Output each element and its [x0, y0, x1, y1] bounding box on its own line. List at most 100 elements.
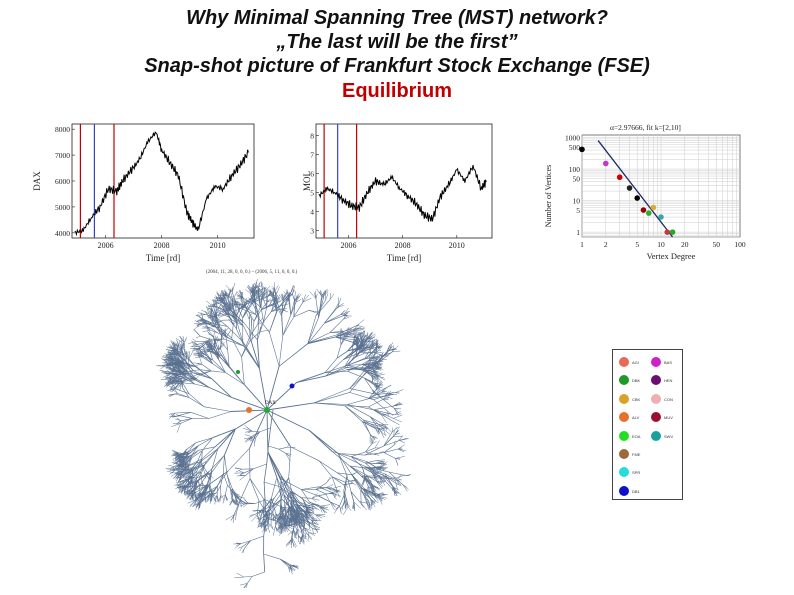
mst-leaf-edge	[237, 295, 244, 299]
mst-leaf-edge	[264, 522, 269, 529]
mst-leaf-edge	[376, 475, 385, 483]
mst-edge	[183, 362, 197, 367]
mst-leaf-edge	[382, 384, 392, 390]
mst-leaf-edge	[192, 499, 197, 508]
mst-leaf-edge	[207, 492, 217, 496]
mst-leaf-edge	[177, 487, 185, 493]
mst-leaf-edge	[311, 520, 317, 525]
mst-leaf-edge	[394, 411, 402, 416]
mst-leaf-edge	[371, 500, 375, 504]
mst-leaf-edge	[291, 537, 297, 547]
mst-leaf-edge	[250, 515, 258, 522]
mst-leaf-edge	[260, 518, 264, 528]
mst-edge	[307, 332, 331, 344]
mst-edge	[231, 292, 237, 304]
mst-edge	[189, 479, 199, 491]
mst-edge	[225, 372, 245, 385]
mst-leaf-edge	[372, 345, 380, 349]
degree-point	[579, 146, 585, 153]
degree-y-tick-label: 10	[573, 197, 581, 206]
mst-leaf-edge	[260, 297, 266, 300]
mst-edge	[213, 320, 219, 329]
mst-edge	[211, 378, 232, 398]
mst-edge	[362, 421, 376, 429]
mst-edge	[184, 360, 194, 372]
mst-edge	[231, 396, 268, 411]
mst-leaf-edge	[216, 495, 219, 502]
mst-edge	[280, 505, 283, 513]
mst-leaf-edge	[177, 420, 182, 423]
mst-leaf-edge	[294, 528, 299, 536]
mst-leaf-edge	[272, 286, 277, 295]
mst-edge	[210, 327, 218, 334]
mst-edge	[362, 489, 375, 497]
mst-leaf-edge	[177, 381, 183, 389]
mst-edge	[351, 473, 364, 490]
mst-edge	[266, 402, 315, 411]
mst-leaf-edge	[241, 500, 248, 505]
mst-leaf-edge	[392, 345, 399, 353]
mst-leaf-edge	[193, 354, 201, 356]
mst-edge	[188, 393, 205, 408]
mst-edge	[365, 462, 374, 470]
mst-leaf-edge	[288, 566, 296, 572]
mst-edge	[382, 475, 393, 487]
mst-edge	[318, 492, 333, 497]
mst-leaf-edge	[263, 291, 268, 298]
mst-edge	[235, 303, 243, 319]
degree-point	[626, 185, 633, 191]
mst-edge	[246, 576, 253, 584]
mst-leaf-edge	[355, 341, 359, 346]
mst-edge	[193, 370, 212, 380]
mst-edge	[269, 311, 277, 333]
mst-edge	[178, 372, 193, 375]
mst-leaf-edge	[360, 338, 365, 347]
mst-leaf-edge	[272, 512, 276, 519]
mst-edge	[243, 322, 258, 341]
mst-leaf-edge	[373, 346, 381, 353]
mst-leaf-edge	[259, 509, 264, 519]
mst-edge	[183, 382, 195, 385]
mst-edge	[363, 489, 379, 495]
mst-edge	[212, 335, 219, 351]
mst-edge	[177, 354, 186, 361]
mst-leaf-edge	[259, 322, 263, 333]
mst-edge	[291, 523, 295, 538]
mst-leaf-edge	[337, 297, 342, 307]
mst-leaf-edge	[320, 507, 323, 513]
mst-edge	[347, 358, 366, 366]
mst-edge	[174, 351, 185, 357]
mst-leaf-edge	[369, 367, 380, 371]
mst-edge	[208, 411, 232, 419]
mst-edge	[250, 293, 257, 304]
mst-edge	[349, 388, 377, 395]
mst-leaf-edge	[234, 576, 244, 579]
mst-leaf-edge	[165, 381, 173, 389]
mst-edge	[382, 474, 396, 484]
mst-leaf-edge	[371, 435, 377, 438]
mst-leaf-edge	[179, 483, 182, 493]
mst-edge	[365, 352, 377, 370]
mst-leaf-edge	[343, 484, 347, 490]
mst-leaf-edge	[181, 478, 189, 482]
mst-edge	[200, 355, 213, 361]
mst-edge	[223, 473, 228, 486]
mst-leaf-edge	[302, 294, 306, 303]
mst-edge	[242, 540, 251, 547]
mst-edge	[302, 498, 312, 505]
mst-leaf-edge	[271, 287, 275, 292]
mst-edge	[253, 309, 262, 322]
mst-leaf-edge	[293, 529, 297, 539]
mst-edge	[366, 474, 374, 486]
mst-edge	[305, 509, 313, 519]
mst-leaf-edge	[201, 481, 206, 488]
mst-edge	[221, 356, 231, 369]
mst-leaf-edge	[271, 287, 275, 297]
mst-leaf-edge	[268, 522, 274, 531]
mst-edge	[209, 329, 218, 334]
slide-title-line-3: Snap-shot picture of Frankfurt Stock Exc…	[144, 55, 650, 77]
mst-edge	[205, 314, 217, 318]
mst-leaf-edge	[384, 425, 387, 431]
mst-leaf-edge	[380, 467, 387, 469]
